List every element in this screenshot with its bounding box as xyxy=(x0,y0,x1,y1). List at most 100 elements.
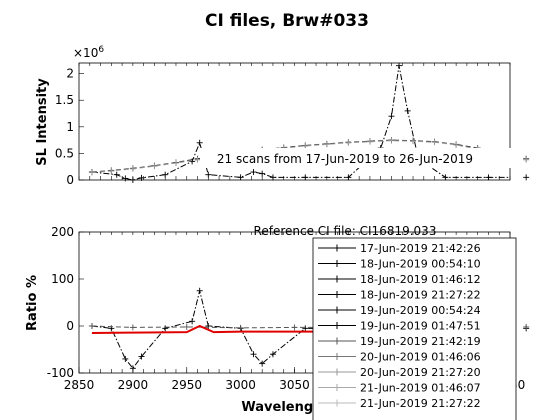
y-tick-label: 0 xyxy=(66,319,74,333)
series-marker xyxy=(388,137,395,144)
legend-label: 21-Jun-2019 01:46:07 xyxy=(360,382,481,395)
series-marker xyxy=(205,171,212,178)
series-marker xyxy=(366,138,373,145)
scan-range-annotation: 21 scans from 17-Jun-2019 to 26-Jun-2019 xyxy=(217,152,473,166)
series-marker xyxy=(172,159,179,166)
series-marker xyxy=(138,353,145,360)
y-tick-label: 2 xyxy=(66,67,74,81)
y-exponent-label: ×106 xyxy=(73,45,104,60)
series-marker xyxy=(269,174,276,181)
legend-entry: 20-Jun-2019 21:27:20 xyxy=(318,366,481,379)
series-marker xyxy=(523,323,530,330)
y-tick-label: 0.5 xyxy=(55,146,74,160)
legend-label: 20-Jun-2019 21:27:20 xyxy=(360,366,481,379)
top-axes: ×106 SL Intensity 0 0.5 1 1.5 2 21 scans fro… xyxy=(35,45,530,187)
legend-entry: 18-Jun-2019 00:54:10 xyxy=(318,258,481,271)
series-marker xyxy=(237,324,244,331)
series-marker xyxy=(189,318,196,325)
series-marker xyxy=(237,174,244,181)
series-marker xyxy=(129,165,136,172)
series-marker xyxy=(194,156,201,163)
series-marker xyxy=(196,287,203,294)
y-tick-label: 200 xyxy=(51,225,74,239)
series-marker xyxy=(485,174,492,181)
legend-entry: 19-Jun-2019 21:42:19 xyxy=(318,335,481,348)
legend-entry: 19-Jun-2019 01:47:51 xyxy=(318,320,481,333)
x-tick-label: 3050 xyxy=(279,378,310,392)
y-tick-label: -100 xyxy=(47,366,74,380)
series-marker xyxy=(442,174,449,181)
series-marker xyxy=(410,138,417,145)
series-marker xyxy=(523,174,530,181)
x-tick-label: 2950 xyxy=(171,378,202,392)
series-marker xyxy=(345,174,352,181)
legend-label: 18-Jun-2019 01:46:12 xyxy=(360,273,481,286)
legend-label: 18-Jun-2019 00:54:10 xyxy=(360,258,481,271)
legend-label: 19-Jun-2019 21:42:19 xyxy=(360,335,481,348)
legend-label: 21-Jun-2019 21:27:22 xyxy=(360,397,481,410)
series-marker xyxy=(259,170,266,177)
series-marker xyxy=(453,141,460,148)
legend-label: 17-Jun-2019 21:42:26 xyxy=(360,242,481,255)
legend-label: 19-Jun-2019 00:54:24 xyxy=(360,304,481,317)
legend-entry: 20-Jun-2019 01:46:06 xyxy=(318,351,481,364)
series-marker xyxy=(108,167,115,174)
y-tick-label: 0 xyxy=(66,173,74,187)
series-marker xyxy=(250,169,257,176)
legend-box xyxy=(312,237,517,420)
legend-entry: 18-Jun-2019 21:27:22 xyxy=(318,289,481,302)
bottom-y-axis-label: Ratio % xyxy=(25,275,40,331)
series-marker xyxy=(388,113,395,120)
series-marker xyxy=(345,139,352,146)
series-marker xyxy=(122,355,129,362)
legend: 17-Jun-2019 21:42:26 18-Jun-2019 00:54:10… xyxy=(312,237,517,420)
series-marker xyxy=(259,360,266,367)
x-tick-label: 3000 xyxy=(225,378,256,392)
x-tick-label: 2900 xyxy=(118,378,149,392)
chart-title: CI files, Brw#033 xyxy=(205,11,369,31)
legend-entries: 17-Jun-2019 21:42:26 18-Jun-2019 00:54:10… xyxy=(318,242,481,410)
series-marker xyxy=(122,175,129,182)
series-marker xyxy=(323,141,330,148)
series-marker xyxy=(113,171,120,178)
top-axes-frame xyxy=(78,62,511,181)
series-marker xyxy=(250,351,257,358)
series-marker xyxy=(129,365,136,372)
x-tick-label: 2850 xyxy=(64,378,95,392)
series-marker xyxy=(396,62,403,69)
series-marker xyxy=(183,323,190,330)
series-marker xyxy=(302,325,309,332)
y-tick-label: 1.5 xyxy=(55,93,74,107)
top-y-axis-label: SL Intensity xyxy=(35,78,50,166)
reference-title-bg xyxy=(233,222,457,238)
series-marker xyxy=(129,324,136,331)
legend-entry: 21-Jun-2019 01:46:07 xyxy=(318,382,481,395)
series-marker xyxy=(196,139,203,146)
series-marker xyxy=(162,325,169,332)
series-marker xyxy=(302,142,309,149)
series-marker xyxy=(162,171,169,178)
series-marker xyxy=(205,323,212,329)
series-marker xyxy=(404,107,411,114)
series-marker xyxy=(88,323,95,329)
reference-file-title: Reference CI file: CI16819.033 xyxy=(254,224,437,238)
series-marker xyxy=(431,139,438,146)
series-marker xyxy=(291,324,298,331)
annotation-box xyxy=(200,148,511,168)
legend-entry: 19-Jun-2019 00:54:24 xyxy=(318,304,481,317)
x-axis-label: Wavelength xyxy=(241,400,328,415)
series-marker xyxy=(88,169,95,176)
legend-entry: 21-Jun-2019 21:27:22 xyxy=(318,397,481,410)
legend-label: 19-Jun-2019 01:47:51 xyxy=(360,320,481,333)
y-tick-label: 1 xyxy=(66,120,74,134)
legend-label: 18-Jun-2019 21:27:22 xyxy=(360,289,481,302)
legend-entry: 17-Jun-2019 21:42:26 xyxy=(318,242,481,255)
y-tick-label: 100 xyxy=(51,272,74,286)
series-line-1 xyxy=(91,65,510,180)
series-marker xyxy=(151,163,158,170)
series-marker xyxy=(302,174,309,181)
legend-entry: 18-Jun-2019 01:46:12 xyxy=(318,273,481,286)
top-axis-ticks: 0 0.5 1 1.5 2 xyxy=(55,63,511,187)
series-marker xyxy=(269,351,276,358)
